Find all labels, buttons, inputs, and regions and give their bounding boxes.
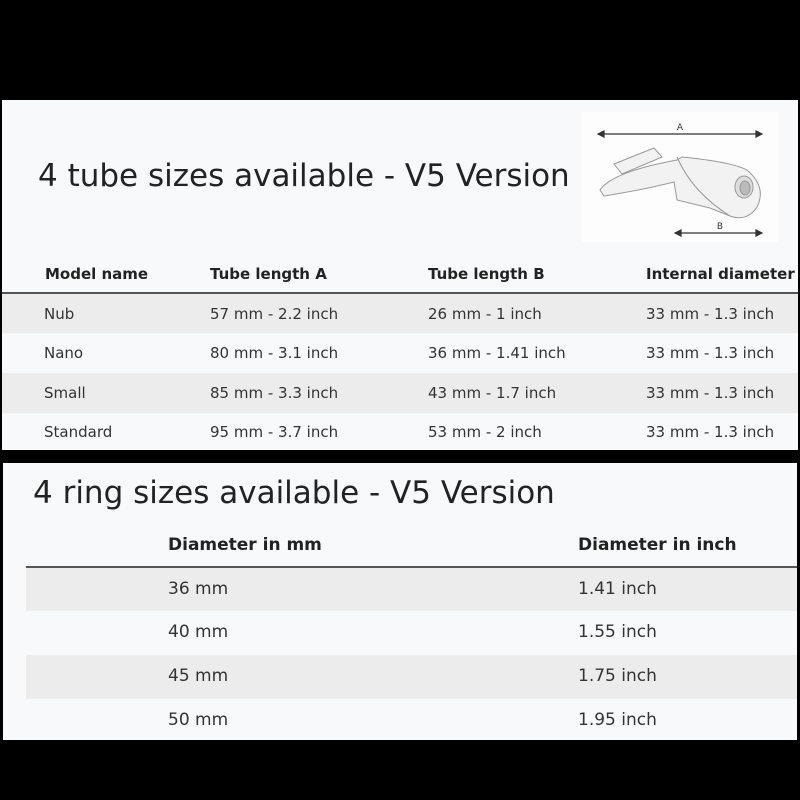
table-row: 36 mm 1.41 inch xyxy=(26,568,797,611)
tube-length-b: 43 mm - 1.7 inch xyxy=(428,384,557,402)
model-name: Nub xyxy=(44,305,75,323)
diameter-mm: 50 mm xyxy=(168,710,229,730)
tube-length-b: 26 mm - 1 inch xyxy=(428,305,542,323)
header-divider xyxy=(26,566,797,568)
tube-length-a: 95 mm - 3.7 inch xyxy=(210,423,339,441)
header-divider xyxy=(2,292,798,294)
diagram-label-b: B xyxy=(717,222,723,232)
table-row: 45 mm 1.75 inch xyxy=(26,655,797,699)
table-row: 50 mm 1.95 inch xyxy=(26,699,797,740)
diagram-label-a: A xyxy=(677,123,684,133)
tube-dimension-diagram: A B xyxy=(582,112,778,242)
diameter-inch: 1.41 inch xyxy=(578,579,657,599)
tube-sizes-title: 4 tube sizes available - V5 Version xyxy=(38,158,570,194)
diameter-mm: 45 mm xyxy=(168,666,229,686)
tube-sizes-panel: 4 tube sizes available - V5 Version A B … xyxy=(2,100,798,450)
model-name: Small xyxy=(44,384,86,402)
internal-diameter: 33 mm - 1.3 inch xyxy=(646,423,775,441)
diameter-inch: 1.95 inch xyxy=(578,710,657,730)
table-row: Small 85 mm - 3.3 inch 43 mm - 1.7 inch … xyxy=(2,373,798,413)
diameter-inch: 1.75 inch xyxy=(578,666,657,686)
header-model-name: Model name xyxy=(45,265,149,283)
internal-diameter: 33 mm - 1.3 inch xyxy=(646,344,775,362)
internal-diameter: 33 mm - 1.3 inch xyxy=(646,305,775,323)
header-diameter-mm: Diameter in mm xyxy=(168,535,322,555)
table-row: Nano 80 mm - 3.1 inch 36 mm - 1.41 inch … xyxy=(2,333,798,373)
tube-length-b: 36 mm - 1.41 inch xyxy=(428,344,566,362)
diameter-mm: 36 mm xyxy=(168,579,229,599)
tube-length-a: 80 mm - 3.1 inch xyxy=(210,344,339,362)
ring-sizes-title: 4 ring sizes available - V5 Version xyxy=(33,475,555,511)
diameter-inch: 1.55 inch xyxy=(578,622,657,642)
header-diameter-inch: Diameter in inch xyxy=(578,535,737,555)
model-name: Standard xyxy=(44,423,113,441)
header-tube-length-a: Tube length A xyxy=(210,265,327,283)
header-tube-length-b: Tube length B xyxy=(428,265,545,283)
tube-length-b: 53 mm - 2 inch xyxy=(428,423,542,441)
ring-sizes-panel: 4 ring sizes available - V5 Version Diam… xyxy=(3,463,797,740)
table-row: Standard 95 mm - 3.7 inch 53 mm - 2 inch… xyxy=(2,413,798,450)
header-internal-diameter: Internal diameter xyxy=(646,265,795,283)
tube-length-a: 85 mm - 3.3 inch xyxy=(210,384,339,402)
diameter-mm: 40 mm xyxy=(168,622,229,642)
tube-length-a: 57 mm - 2.2 inch xyxy=(210,305,339,323)
table-row: Nub 57 mm - 2.2 inch 26 mm - 1 inch 33 m… xyxy=(2,294,798,333)
table-row: 40 mm 1.55 inch xyxy=(26,611,797,655)
model-name: Nano xyxy=(44,344,84,362)
internal-diameter: 33 mm - 1.3 inch xyxy=(646,384,775,402)
